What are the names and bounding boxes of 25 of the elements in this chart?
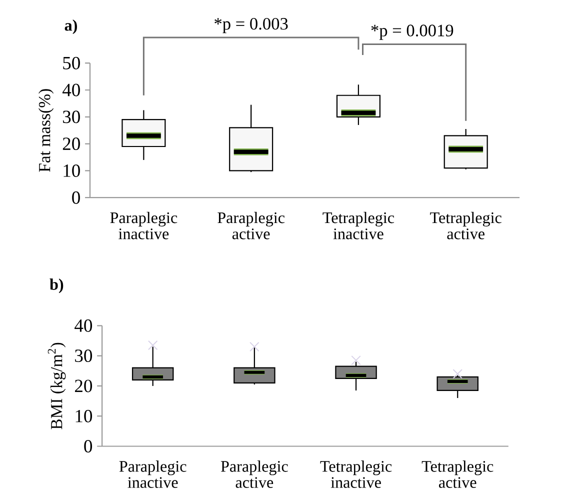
x-tick-label: Tetraplegic inactive	[320, 460, 392, 488]
x-tick-label: Paraplegic active	[218, 212, 285, 240]
x-tick-label: Tetraplegic active	[422, 460, 494, 488]
y-tick-label: 10	[64, 164, 80, 177]
y-tick-label: 40	[62, 84, 80, 96]
text: *p = 0.003	[214, 18, 288, 34]
text: *p = 0.0019	[371, 24, 454, 40]
y-tick-label: 20	[62, 137, 80, 150]
x-tick-label: Tetraplegic inactive	[322, 212, 394, 240]
x-tick-label: Tetraplegic active	[430, 212, 502, 240]
y-tick-label: 30	[75, 349, 92, 362]
y-axis-title: BMI (kg/m$^{2}$)	[48, 342, 66, 430]
x-tick-label: Paraplegic active	[220, 460, 288, 488]
y-tick-label: 30	[63, 110, 80, 124]
x-tick-label: Paraplegic inactive	[119, 460, 186, 488]
y-tick-label: 0	[72, 191, 80, 204]
y-tick-label: 20	[74, 380, 92, 392]
y-tick-label: 50	[63, 56, 80, 70]
y-tick-label: 40	[74, 319, 92, 332]
y-tick-label: 0	[84, 440, 92, 452]
x-tick-label: Paraplegic inactive	[110, 212, 178, 240]
y-tick-label: 10	[76, 410, 92, 422]
text: a)	[64, 19, 77, 34]
text: b)	[50, 278, 64, 294]
y-axis-title: Fat mass(%)	[38, 89, 54, 172]
